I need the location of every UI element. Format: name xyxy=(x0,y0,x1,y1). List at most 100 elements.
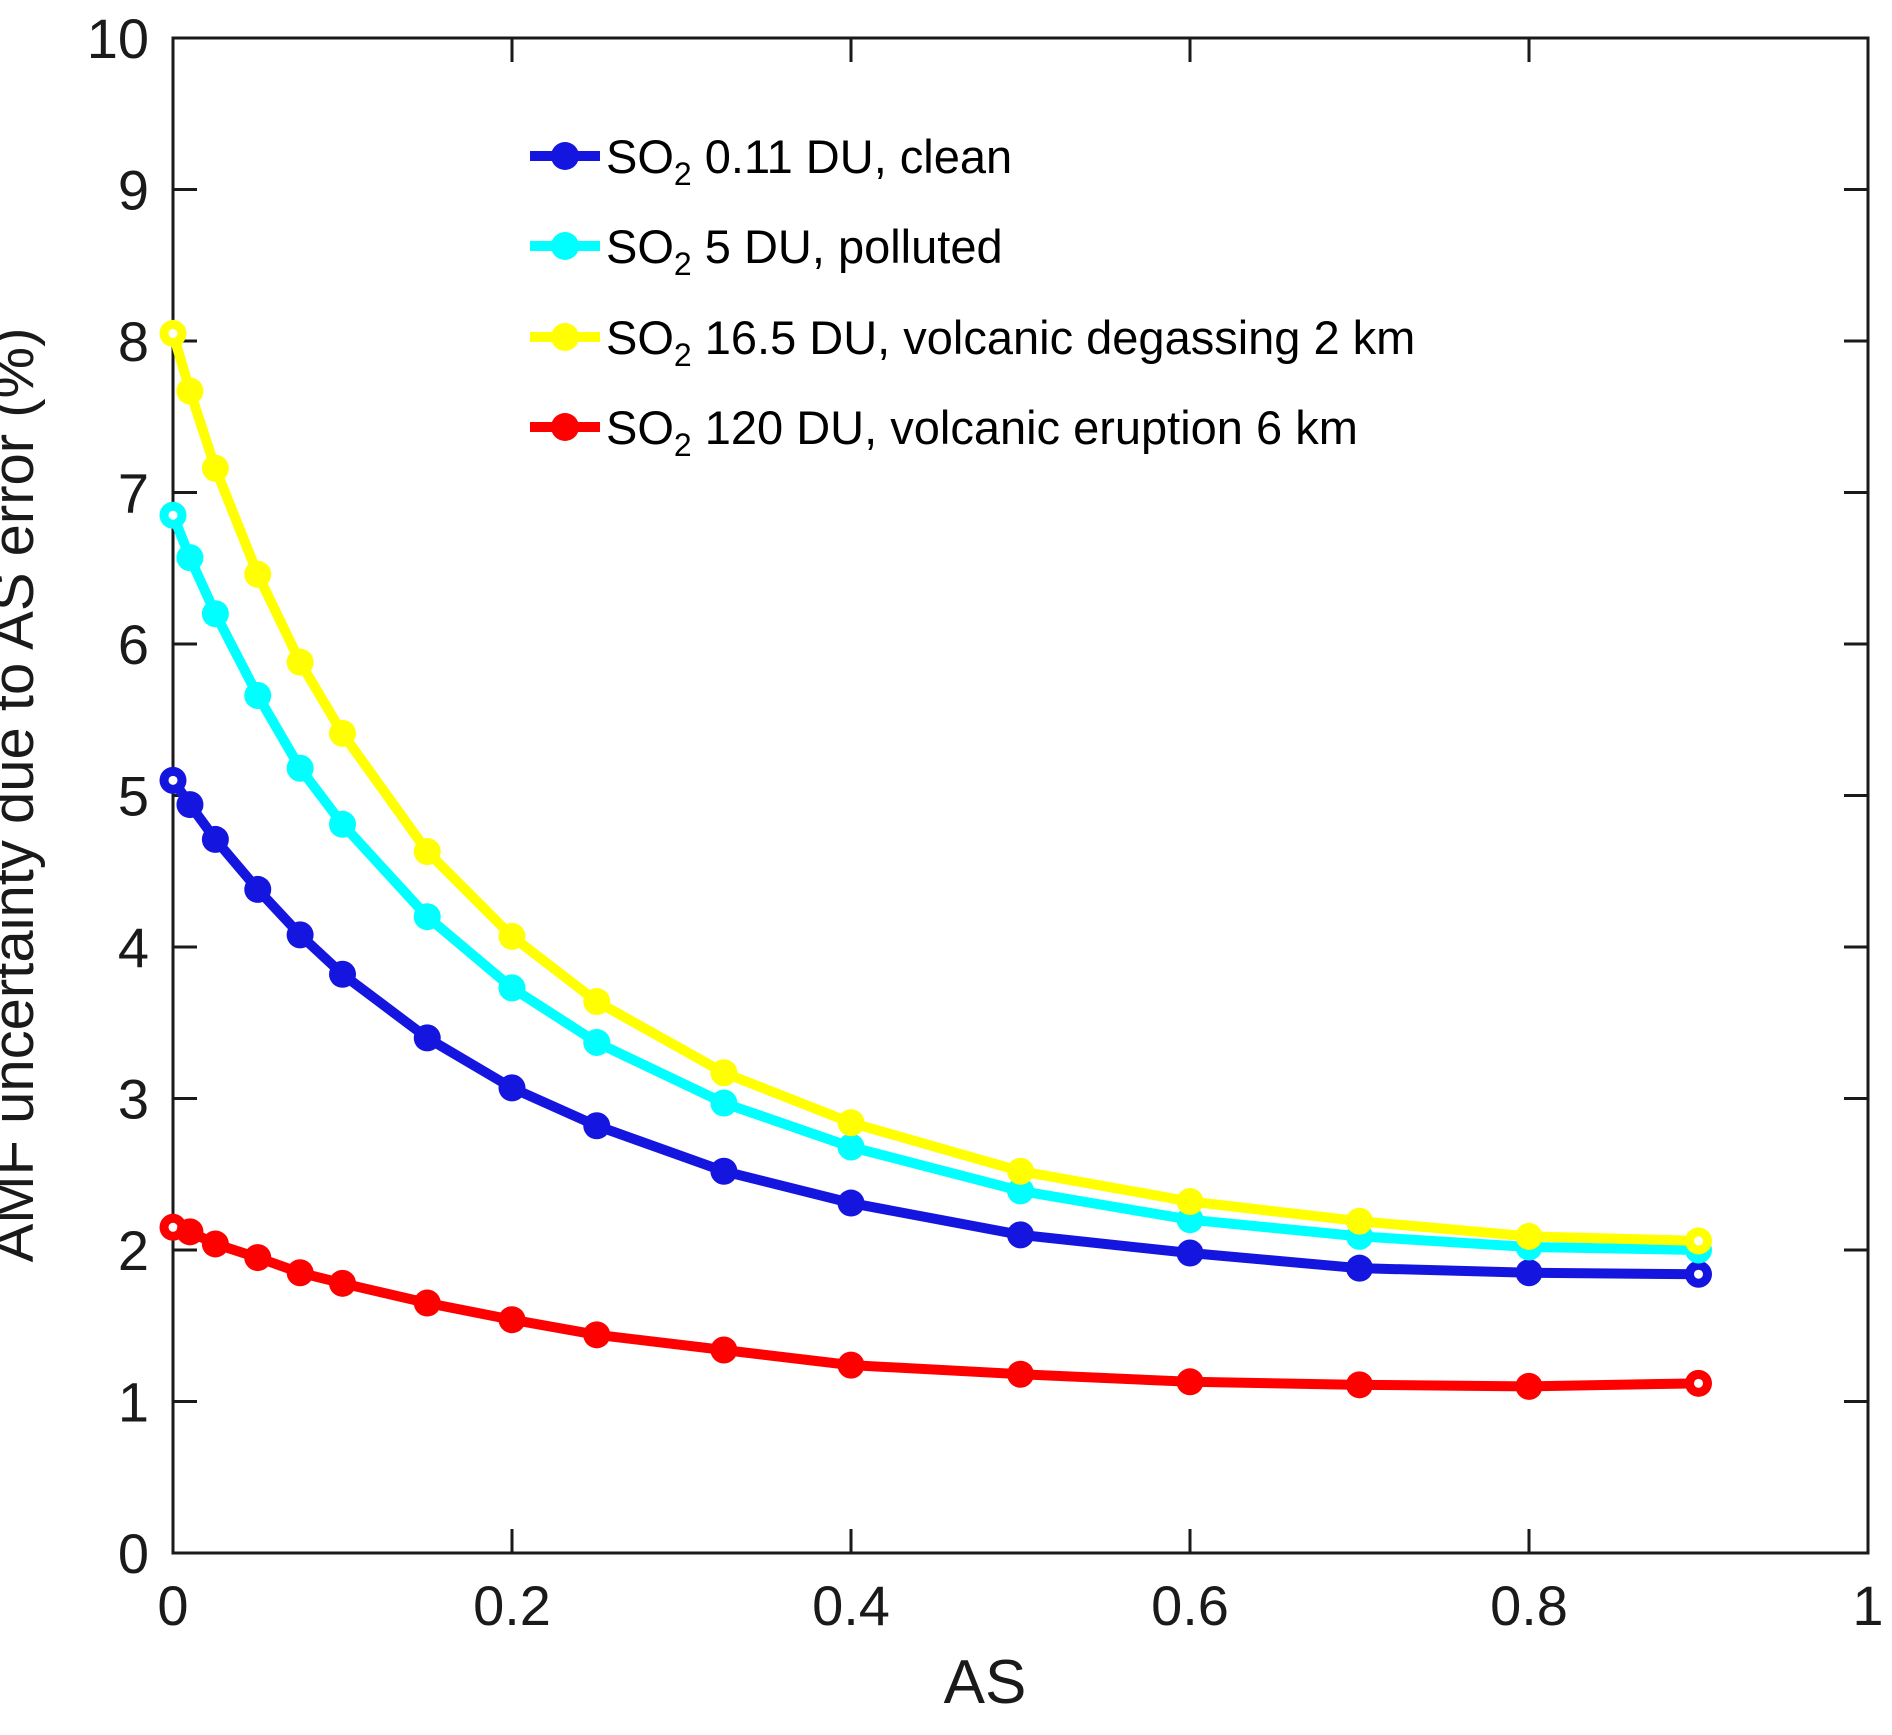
data-point-so2-165-du-volcanic-degassing-2km xyxy=(329,719,356,747)
y-tick-label: 7 xyxy=(118,462,149,525)
legend-label-clean: SO2 0.11 DU, clean xyxy=(606,129,1013,192)
y-tick-label: 10 xyxy=(87,7,149,70)
data-point-so2-165-du-volcanic-degassing-2km xyxy=(244,560,272,588)
data-point-hole-so2-5-du-polluted xyxy=(168,510,178,520)
data-point-so2-011-du-clean xyxy=(498,1074,526,1102)
data-point-so2-120-du-volcanic-eruption-6km xyxy=(413,1289,441,1317)
data-point-so2-120-du-volcanic-eruption-6km xyxy=(329,1269,356,1297)
data-point-hole-so2-165-du-volcanic-degassing-2km xyxy=(168,328,178,338)
data-point-so2-120-du-volcanic-eruption-6km xyxy=(1515,1372,1543,1400)
data-point-hole-so2-165-du-volcanic-degassing-2km xyxy=(1694,1236,1703,1246)
data-point-so2-120-du-volcanic-eruption-6km xyxy=(583,1321,611,1349)
data-point-so2-011-du-clean xyxy=(1515,1259,1543,1287)
data-point-so2-5-du-polluted xyxy=(286,754,314,782)
series-so2-165-du-volcanic-degassing-2km xyxy=(159,319,1712,1255)
data-point-so2-011-du-clean xyxy=(837,1189,865,1217)
data-point-so2-165-du-volcanic-degassing-2km xyxy=(1515,1222,1543,1250)
legend-item-clean: SO2 0.11 DU, clean xyxy=(530,123,1013,192)
data-point-so2-165-du-volcanic-degassing-2km xyxy=(498,922,526,950)
series-so2-120-du-volcanic-eruption-6km xyxy=(159,1213,1712,1400)
data-point-so2-5-du-polluted xyxy=(837,1133,865,1161)
data-point-so2-011-du-clean xyxy=(329,960,356,988)
data-point-so2-165-du-volcanic-degassing-2km xyxy=(286,648,314,676)
data-point-hole-so2-120-du-volcanic-eruption-6km xyxy=(168,1222,178,1232)
data-point-so2-165-du-volcanic-degassing-2km xyxy=(583,988,611,1016)
legend-item-degassing: SO2 16.5 DU, volcanic degassing 2 km xyxy=(530,304,1416,373)
data-point-so2-5-du-polluted xyxy=(1007,1177,1034,1205)
data-point-so2-5-du-polluted xyxy=(583,1028,611,1056)
data-point-so2-5-du-polluted xyxy=(176,544,204,572)
legend-item-eruption: SO2 120 DU, volcanic eruption 6 km xyxy=(530,394,1358,461)
data-point-so2-011-du-clean xyxy=(413,1024,441,1052)
y-tick-label: 0 xyxy=(118,1522,149,1585)
y-tick-label: 6 xyxy=(118,613,149,676)
x-tick-label: 1 xyxy=(1852,1574,1883,1637)
data-point-so2-5-du-polluted xyxy=(201,600,229,628)
series-line-so2-011-du-clean xyxy=(168,775,1704,1280)
y-tick-label: 4 xyxy=(118,916,149,979)
data-point-so2-011-du-clean xyxy=(583,1112,611,1140)
data-point-so2-165-du-volcanic-degassing-2km xyxy=(413,838,441,866)
data-point-so2-011-du-clean xyxy=(1346,1254,1373,1282)
data-point-so2-120-du-volcanic-eruption-6km xyxy=(1176,1368,1204,1396)
x-tick-label: 0.4 xyxy=(812,1574,890,1637)
data-point-so2-120-du-volcanic-eruption-6km xyxy=(201,1230,229,1258)
data-point-so2-011-du-clean xyxy=(710,1157,738,1185)
data-point-so2-120-du-volcanic-eruption-6km xyxy=(837,1351,865,1379)
y-tick-label: 5 xyxy=(118,765,149,828)
data-point-so2-120-du-volcanic-eruption-6km xyxy=(1007,1360,1034,1388)
legend-line-marker-cyan xyxy=(530,232,600,260)
data-point-hole-so2-011-du-clean xyxy=(1694,1269,1703,1279)
data-point-so2-165-du-volcanic-degassing-2km xyxy=(1007,1157,1034,1185)
data-point-so2-120-du-volcanic-eruption-6km xyxy=(286,1259,314,1287)
y-tick-label: 2 xyxy=(118,1219,149,1282)
data-point-hole-so2-011-du-clean xyxy=(168,775,178,785)
series-so2-011-du-clean xyxy=(159,766,1712,1288)
y-axis-label: AMF uncertainty due to AS error (%) xyxy=(0,0,46,1263)
legend-label-degassing: SO2 16.5 DU, volcanic degassing 2 km xyxy=(606,310,1416,373)
data-point-so2-165-du-volcanic-degassing-2km xyxy=(837,1109,865,1137)
data-point-so2-011-du-clean xyxy=(244,875,272,903)
axes-box xyxy=(171,36,1870,1555)
data-point-so2-120-du-volcanic-eruption-6km xyxy=(1346,1371,1373,1399)
y-tick-label: 3 xyxy=(118,1068,149,1131)
x-axis-label: AS xyxy=(943,1648,1027,1717)
series-line-so2-165-du-volcanic-degassing-2km xyxy=(168,328,1704,1246)
data-point-so2-011-du-clean xyxy=(1176,1239,1204,1267)
legend-line-marker-blue xyxy=(530,142,600,170)
y-tick-label: 9 xyxy=(118,159,149,222)
data-point-so2-5-du-polluted xyxy=(329,810,356,838)
data-point-hole-so2-120-du-volcanic-eruption-6km xyxy=(1694,1378,1703,1388)
data-point-so2-5-du-polluted xyxy=(710,1089,738,1117)
y-axis-label-text: AMF uncertainty due to AS error (%) xyxy=(0,327,46,1263)
x-tick-label: 0.2 xyxy=(473,1574,551,1637)
data-point-so2-011-du-clean xyxy=(176,791,204,819)
legend-label-polluted: SO2 5 DU, polluted xyxy=(606,219,1003,282)
data-point-so2-165-du-volcanic-degassing-2km xyxy=(1346,1207,1373,1235)
x-tick-label: 0 xyxy=(157,1574,188,1637)
series-line-so2-120-du-volcanic-eruption-6km xyxy=(168,1222,1704,1392)
data-point-so2-5-du-polluted xyxy=(244,682,272,710)
data-point-so2-165-du-volcanic-degassing-2km xyxy=(1176,1188,1204,1216)
data-point-so2-120-du-volcanic-eruption-6km xyxy=(710,1336,738,1364)
x-tick-label: 0.8 xyxy=(1490,1574,1568,1637)
data-point-so2-165-du-volcanic-degassing-2km xyxy=(710,1059,738,1087)
data-point-so2-165-du-volcanic-degassing-2km xyxy=(176,377,204,405)
data-point-so2-120-du-volcanic-eruption-6km xyxy=(498,1306,526,1334)
series-line-so2-5-du-polluted xyxy=(168,510,1704,1255)
legend-line-marker-red xyxy=(530,413,600,441)
x-tick-label: 0.6 xyxy=(1151,1574,1229,1637)
data-point-so2-120-du-volcanic-eruption-6km xyxy=(176,1218,204,1246)
y-tick-label: 8 xyxy=(118,310,149,373)
data-point-so2-5-du-polluted xyxy=(498,974,526,1002)
data-point-so2-165-du-volcanic-degassing-2km xyxy=(201,454,229,482)
y-tick-label: 1 xyxy=(118,1371,149,1434)
data-point-so2-120-du-volcanic-eruption-6km xyxy=(244,1244,272,1272)
data-point-so2-011-du-clean xyxy=(201,825,229,853)
data-point-so2-011-du-clean xyxy=(1007,1221,1034,1249)
legend-line-marker-yellow xyxy=(530,323,600,351)
data-point-so2-5-du-polluted xyxy=(413,903,441,931)
data-point-so2-011-du-clean xyxy=(286,921,314,949)
